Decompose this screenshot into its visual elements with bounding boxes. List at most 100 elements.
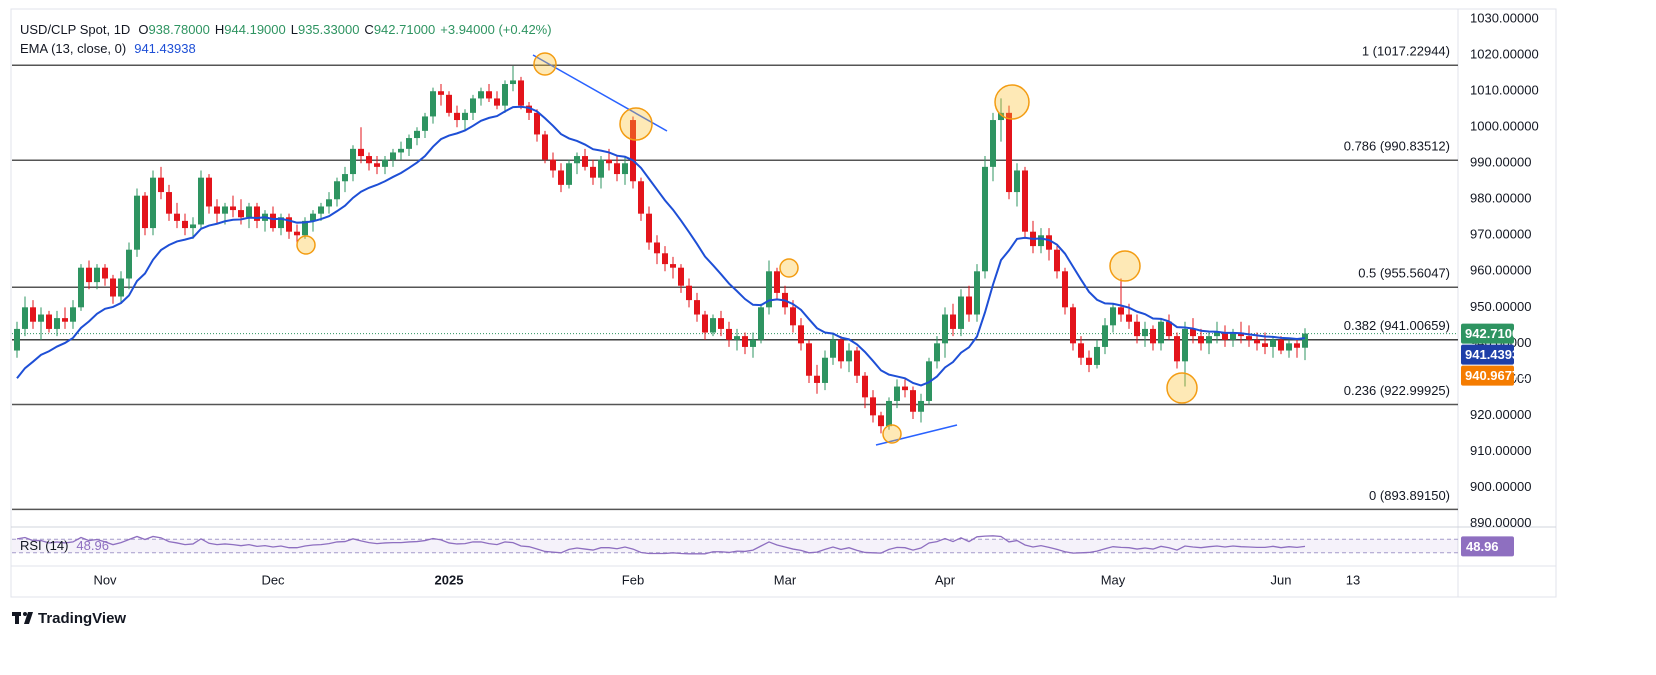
candle-body: [134, 195, 140, 250]
candle-body: [998, 112, 1004, 121]
candle-body: [118, 278, 124, 297]
x-tick-label: Nov: [93, 572, 117, 587]
candle-body: [342, 174, 348, 182]
candle-body: [62, 318, 68, 322]
brand-name: TradingView: [38, 610, 126, 627]
candle-body: [390, 152, 396, 160]
candle-body: [350, 148, 356, 175]
candle-body: [902, 386, 908, 391]
candle-body: [1062, 271, 1068, 308]
candle-body: [1006, 112, 1012, 193]
symbol: USD/CLP Spot, 1D: [20, 22, 130, 37]
candle-body: [318, 206, 324, 214]
candle-body: [1198, 336, 1204, 344]
candle-body: [406, 138, 412, 149]
candle-body: [126, 249, 132, 279]
candle-body: [862, 375, 868, 398]
candle-body: [454, 112, 460, 121]
candle-body: [1046, 235, 1052, 250]
price-tag-label: 941.43938: [1465, 347, 1526, 362]
x-tick-label: May: [1101, 572, 1126, 587]
fib-label: 0.382 (941.00659): [1344, 318, 1450, 333]
candle-body: [110, 278, 116, 297]
candle-body: [734, 336, 740, 340]
candle-body: [1102, 325, 1108, 347]
x-tick-label: 13: [1346, 572, 1360, 587]
candle-body: [1278, 339, 1284, 351]
candle-body: [550, 159, 556, 171]
candle-body: [830, 339, 836, 358]
candle-body: [686, 285, 692, 301]
candle-body: [174, 213, 180, 221]
candle-body: [1206, 336, 1212, 344]
candle-body: [1246, 336, 1252, 340]
candle-body: [542, 134, 548, 160]
candle-body: [894, 386, 900, 401]
ohlc-key: O: [138, 22, 148, 37]
candle-body: [78, 267, 84, 308]
candle-body: [1118, 307, 1124, 315]
candle-body: [846, 350, 852, 362]
candle-body: [1094, 346, 1100, 365]
ohlc-value: 942.71000: [374, 22, 435, 37]
candle-body: [1134, 321, 1140, 337]
candle-body: [854, 350, 860, 376]
candle-body: [790, 307, 796, 326]
candle-body: [254, 206, 260, 221]
ema-value: 941.43938: [134, 41, 195, 56]
y-tick-label: 960.00000: [1470, 263, 1531, 278]
candle-body: [1110, 307, 1116, 326]
candle-body: [158, 177, 164, 193]
price-tag-label: 940.96772: [1465, 368, 1526, 383]
candle-body: [142, 195, 148, 229]
candle-body: [366, 156, 372, 164]
circle: [1166, 372, 1198, 404]
candle-body: [758, 307, 764, 340]
candle-body: [1214, 332, 1220, 337]
candle-body: [974, 271, 980, 315]
candle-body: [438, 91, 444, 95]
candle-body: [534, 112, 540, 135]
candle-body: [950, 314, 956, 329]
candle-body: [246, 206, 252, 218]
candle-body: [566, 163, 572, 185]
candle-body: [334, 181, 340, 200]
candle-body: [1270, 339, 1276, 347]
candle-body: [774, 271, 780, 293]
candle-body: [86, 267, 92, 283]
candle-body: [1070, 307, 1076, 344]
candle-body: [1014, 170, 1020, 193]
highlight-circles: [296, 52, 1198, 444]
price-tag: [1461, 323, 1514, 344]
candle-body: [574, 156, 580, 164]
candle-body: [1166, 321, 1172, 337]
y-tick-label: 1030.00000: [1470, 11, 1539, 26]
price-tag: [1461, 365, 1514, 386]
candle-body: [1150, 328, 1156, 344]
candle-body: [94, 267, 100, 283]
chart-frame: [10, 8, 1557, 598]
candle-body: [238, 210, 244, 218]
candle-body: [750, 339, 756, 347]
circle: [994, 84, 1030, 120]
candle-body: [150, 177, 156, 229]
candle-body: [718, 318, 724, 329]
candle-body: [198, 177, 204, 225]
candle-body: [286, 217, 292, 232]
candle-body: [870, 397, 876, 416]
candle-body: [878, 415, 884, 427]
x-tick-label: 2025: [435, 572, 464, 587]
candle-body: [358, 148, 364, 157]
candle-body: [726, 328, 732, 340]
ohlc-value: 935.33000: [298, 22, 359, 37]
candle-body: [990, 120, 996, 167]
candle-body: [910, 390, 916, 412]
candle-body: [22, 307, 28, 329]
candle-body: [166, 192, 172, 214]
circle: [619, 107, 653, 141]
candle-body: [1294, 343, 1300, 348]
candle-body: [486, 91, 492, 99]
fib-label: 0.236 (922.99925): [1344, 383, 1450, 398]
